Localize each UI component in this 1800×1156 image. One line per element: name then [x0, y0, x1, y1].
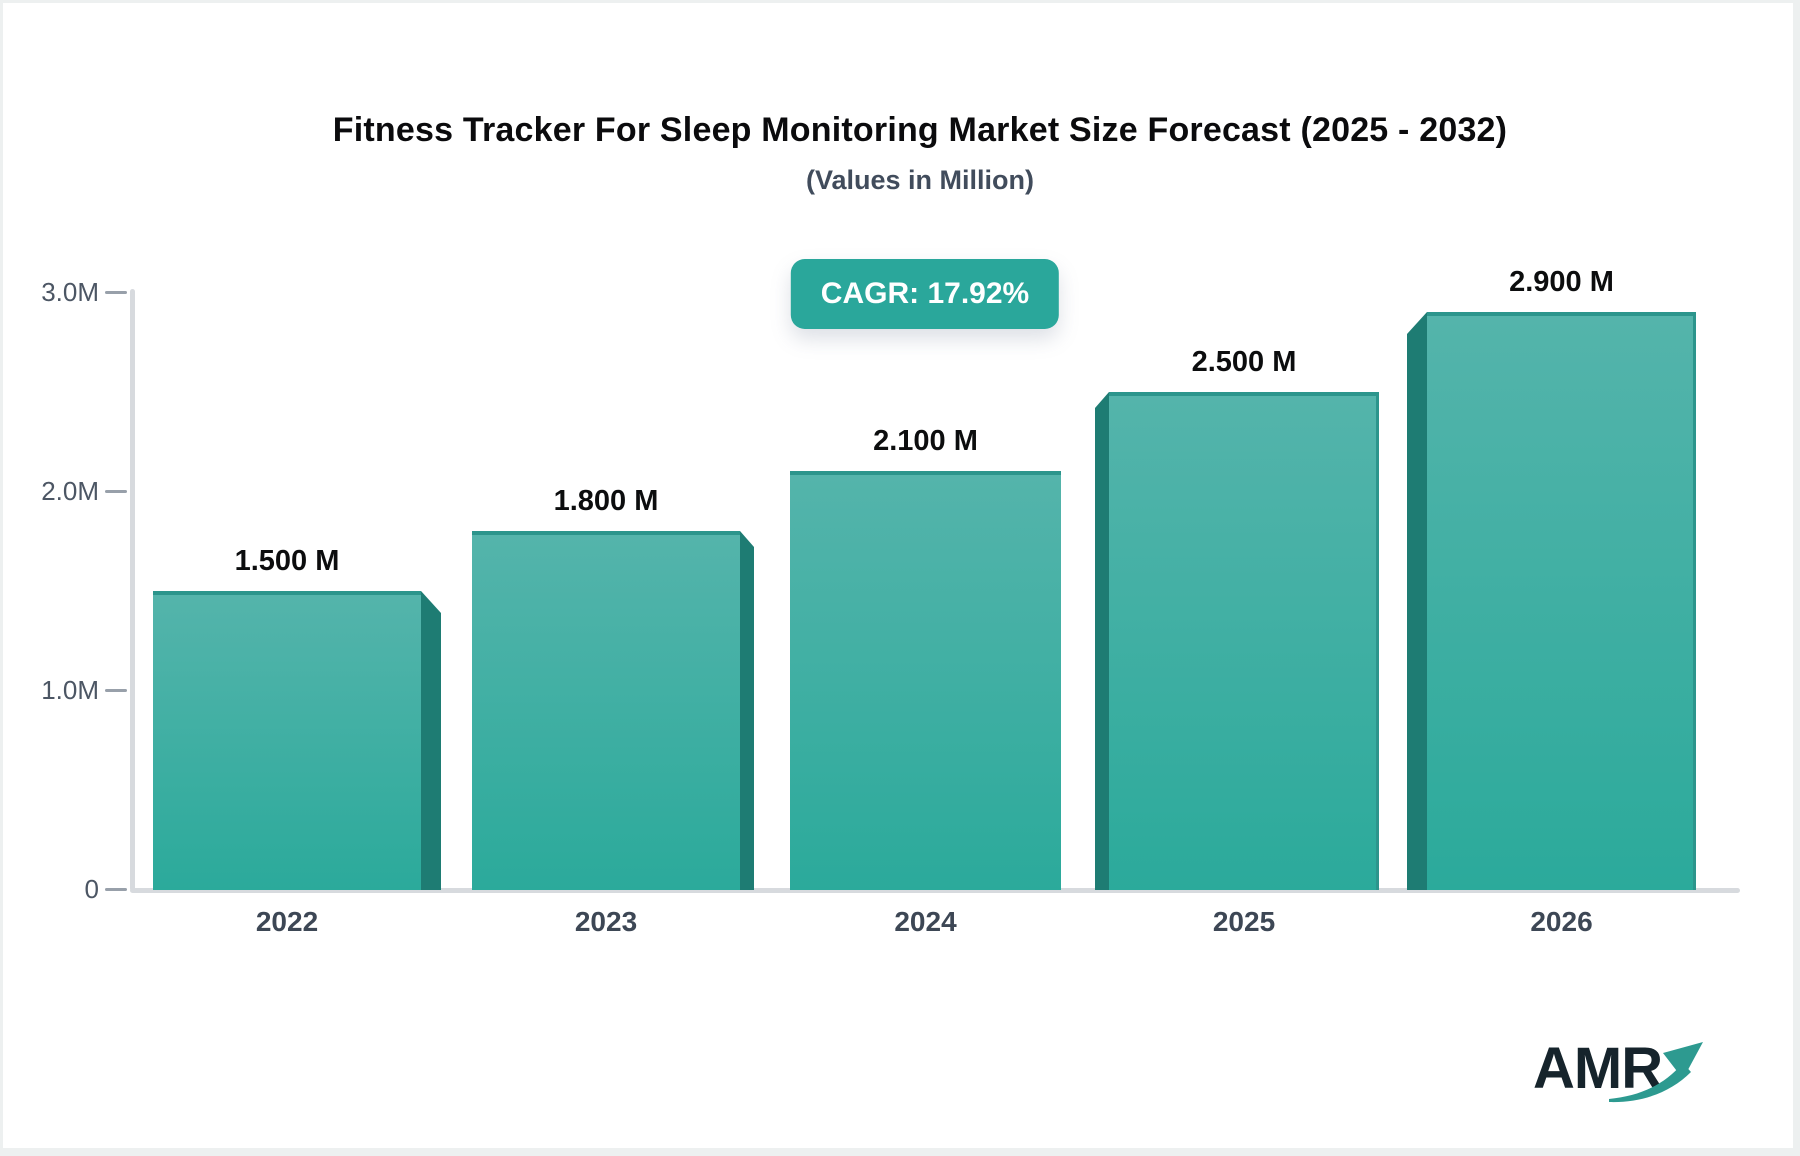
x-axis-label: 2024 [894, 906, 957, 937]
x-axis-label: 2023 [574, 906, 638, 937]
y-tick-label: 3.0M [41, 277, 99, 307]
bar-2025 [1109, 392, 1379, 890]
bar-side-3d [740, 531, 754, 890]
bar-2026 [1427, 312, 1696, 890]
chart-subtitle: (Values in Million) [805, 165, 1035, 195]
cagr-badge: CAGR: 17.92% [790, 259, 1060, 329]
y-tick-label: 0 [84, 874, 99, 904]
bar-side-3d [1095, 392, 1109, 890]
bar-value-label: 2.100 M [873, 425, 978, 457]
x-axis-label: 2026 [1530, 906, 1593, 937]
bar-value-label: 2.500 M [1191, 346, 1297, 378]
y-tick [105, 888, 127, 891]
bar-value-label: 1.500 M [234, 545, 340, 577]
x-axis-label: 2022 [255, 906, 319, 937]
bar-value-label: 2.900 M [1509, 266, 1614, 298]
y-axis-line [130, 289, 135, 891]
y-tick-label: 2.0M [41, 476, 99, 506]
x-axis-line [130, 888, 1740, 893]
y-tick [105, 490, 127, 493]
growth-arrow-icon [1609, 1042, 1703, 1103]
y-tick [105, 689, 127, 692]
x-axis-label: 2025 [1212, 906, 1276, 937]
bar-value-label: 1.800 M [553, 485, 659, 517]
cagr-badge-label: CAGR: 17.92% [820, 277, 1030, 310]
bar-2023 [472, 531, 740, 890]
bar-2024 [790, 471, 1061, 890]
y-tick-label: 1.0M [41, 675, 99, 705]
y-tick [105, 291, 127, 294]
chart-title: Fitness Tracker For Sleep Monitoring Mar… [332, 111, 1508, 149]
amr-logo-text: AMR [1533, 1036, 1663, 1101]
bar-side-3d [1407, 312, 1427, 890]
bar-2022 [153, 591, 421, 890]
bar-side-3d [421, 591, 441, 890]
amr-logo: AMR [1527, 1037, 1727, 1117]
